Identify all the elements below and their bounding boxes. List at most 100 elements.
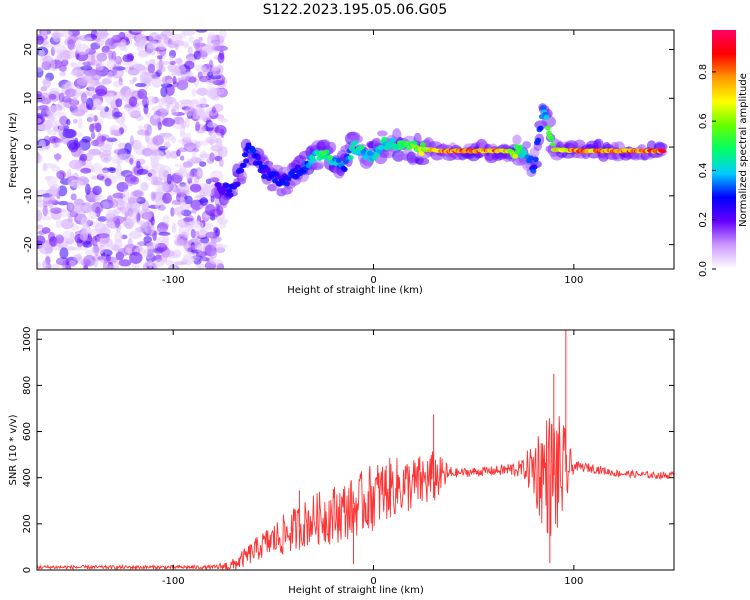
spectrogram-y-label: Frequency (Hz) (8, 112, 19, 188)
spectrogram-noise-blob (136, 160, 141, 169)
spectrogram-noise-blob (95, 222, 106, 234)
spectrogram-noise-blob (41, 30, 47, 39)
spectrogram-noise-blob (190, 228, 196, 239)
spectrogram-noise-blob (47, 129, 58, 136)
spectrogram-noise-blob (83, 265, 89, 269)
spectrogram-noise-blob (129, 135, 134, 146)
spectrogram-noise-blob (91, 201, 104, 214)
spectrogram-noise-blob (195, 30, 208, 33)
spectrogram-x-tick-label: -100 (162, 275, 185, 286)
spectrogram-noise-blob (90, 131, 96, 140)
snr-frame (36, 329, 675, 571)
spectrogram-noise-blob (189, 156, 201, 164)
spectrogram-noise-blob (89, 59, 103, 66)
spectrogram-noise-blob (41, 215, 52, 221)
spectrogram-noise-blob (199, 196, 209, 206)
spectrogram-noise-blob (179, 99, 193, 105)
spectrogram-noise-blob (193, 50, 202, 60)
spectrogram-noise-blob (133, 63, 144, 70)
spectrogram-noise-blob (82, 240, 93, 248)
spectrogram-noise-blob (160, 86, 168, 98)
spectrogram-noise-blob (62, 230, 74, 242)
spectrogram-noise-blob (175, 57, 183, 65)
spectrogram-noise-blob (200, 236, 210, 244)
spectrogram-noise-blob (59, 30, 73, 38)
spectrogram-ridge-core (532, 156, 539, 162)
spectrogram-noise-blob (206, 139, 219, 144)
spectrogram-noise-blob (114, 231, 123, 243)
spectrogram-noise-blob (179, 131, 187, 139)
spectrogram-noise-blob (55, 234, 64, 244)
spectrogram-noise-blob (136, 168, 149, 175)
spectrogram-noise-blob (91, 122, 100, 129)
spectrogram-noise-blob (95, 88, 106, 95)
spectrogram-noise-blob (193, 39, 201, 50)
spectrogram-noise-blob (206, 34, 219, 46)
spectrogram-noise-blob (110, 129, 122, 137)
spectrogram-noise-blob (95, 64, 104, 71)
spectrogram-ridge-core (544, 125, 551, 131)
spectrogram-noise-blob (86, 97, 94, 110)
spectrogram-noise-blob (171, 222, 177, 234)
spectrogram-noise-blob (116, 175, 124, 181)
spectrogram-noise-blob (144, 224, 156, 235)
spectrogram-x-label: Height of straight line (km) (287, 285, 423, 296)
spectrogram-noise-blob (173, 234, 180, 239)
spectrogram-ridge-core (531, 164, 538, 170)
spectrogram-noise-blob (198, 36, 203, 42)
spectrogram-noise-blob (72, 119, 78, 124)
spectrogram-noise-blob (195, 121, 201, 132)
spectrogram-frame (36, 29, 675, 270)
spectrogram-noise-blob (175, 65, 180, 76)
spectrogram-noise-blob (184, 106, 197, 117)
spectrogram-noise-blob (66, 139, 80, 150)
spectrogram-noise-blob (172, 76, 177, 85)
spectrogram-noise-blob (213, 226, 219, 233)
spectrogram-noise-blob (170, 105, 179, 116)
spectrogram-noise-blob (47, 114, 57, 122)
snr-y-tick-label: 600 (22, 422, 33, 441)
spectrogram-ridge-core (537, 125, 544, 131)
spectrogram-noise-blob (51, 263, 60, 269)
spectrogram-noise-blob (210, 130, 216, 140)
spectrogram-noise-blob (210, 143, 224, 150)
spectrogram-noise-blob (76, 77, 90, 86)
spectrogram-noise-blob (211, 65, 220, 72)
spectrogram-ridge-core (549, 142, 556, 147)
spectrogram-noise-blob (132, 77, 138, 82)
spectrogram-noise-blob (157, 38, 168, 50)
snr-y-tick-label: 800 (22, 376, 33, 395)
spectrogram-noise-blob (90, 245, 104, 256)
spectrogram-noise-blob (166, 173, 172, 185)
spectrogram-noise-blob (137, 129, 150, 136)
spectrogram-noise-blob (113, 111, 123, 118)
spectrogram-noise-blob (157, 204, 166, 211)
figure-title: S122.2023.195.05.06.G05 (263, 2, 448, 18)
spectrogram-noise-blob (155, 186, 165, 198)
spectrogram-ridge-core (243, 158, 250, 164)
spectrogram-noise-blob (162, 214, 170, 224)
spectrogram-noise-blob (115, 164, 123, 177)
spectrogram-noise-blob (199, 97, 206, 104)
spectrogram-x-tick-label: 100 (564, 275, 583, 286)
spectrogram-noise-blob (105, 38, 118, 50)
spectrogram-noise-blob (60, 209, 70, 218)
snr-x-tick-label: -100 (162, 576, 185, 587)
spectrogram-noise-blob (135, 82, 147, 88)
spectrogram-ridge-core (512, 153, 519, 159)
spectrogram-noise-blob (152, 135, 164, 146)
spectrogram-ridge-core (347, 155, 354, 161)
spectrogram-noise-blob (87, 113, 95, 123)
spectrogram-noise-blob (68, 260, 76, 267)
spectrogram-noise-blob (104, 92, 116, 104)
spectrogram-noise-blob (91, 70, 102, 81)
spectrogram-noise-blob (121, 95, 128, 101)
spectrogram-noise-blob (210, 238, 217, 249)
spectrogram-noise-blob (127, 207, 134, 218)
spectrogram-ridge-core (310, 157, 317, 163)
spectrogram-noise-blob (136, 220, 144, 225)
spectrogram-ridge-core (389, 137, 396, 143)
spectrogram-noise-blob (146, 95, 156, 106)
